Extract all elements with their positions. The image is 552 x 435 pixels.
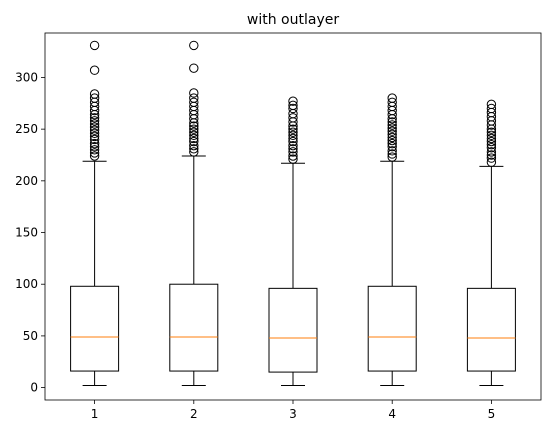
- outlier-point: [486, 99, 497, 110]
- outlier-point: [387, 152, 397, 162]
- outlier-point: [89, 148, 100, 158]
- outlier-point: [189, 144, 199, 154]
- outlier-point: [288, 144, 298, 154]
- outlier-point: [288, 96, 298, 106]
- outlier-point: [387, 97, 397, 107]
- outlier-point: [288, 130, 298, 141]
- outlier-point: [89, 89, 100, 99]
- outlier-point: [486, 139, 497, 150]
- outlier-point: [288, 124, 298, 134]
- outlier-point: [189, 88, 199, 98]
- outlier-point: [288, 100, 298, 111]
- y-tick-label: 200: [15, 174, 38, 188]
- outlier-point: [387, 135, 397, 146]
- chart-title: with outlayer: [247, 12, 339, 28]
- outlier-point: [387, 129, 397, 140]
- outlier-point: [486, 133, 497, 144]
- outlier-point: [387, 123, 397, 133]
- box: [169, 283, 219, 372]
- outlier-point: [486, 147, 497, 157]
- outlier-point: [189, 136, 199, 147]
- outlier-point: [486, 150, 497, 160]
- y-tick-label: 100: [15, 277, 38, 291]
- outlier-point: [486, 157, 497, 167]
- outlier-point: [89, 145, 100, 155]
- outlier-point: [89, 134, 100, 145]
- x-tick-label: 2: [190, 407, 198, 421]
- outlier-point: [486, 143, 497, 153]
- outlier-point: [189, 97, 199, 107]
- y-tick-label: 250: [15, 122, 38, 136]
- outlier-point: [288, 133, 298, 144]
- outlier-point: [189, 140, 199, 151]
- outlier-point: [387, 120, 397, 130]
- outlier-point: [89, 113, 100, 123]
- y-tick-label: 0: [30, 381, 38, 395]
- box: [367, 285, 417, 372]
- outlier-point: [189, 130, 199, 141]
- x-tick-label: 4: [388, 407, 396, 421]
- outlier-point: [89, 93, 100, 103]
- outlier-point: [189, 40, 199, 51]
- x-tick-label: 1: [91, 407, 99, 421]
- outlier-point: [288, 103, 298, 114]
- outlier-point: [288, 113, 298, 123]
- outlier-point: [89, 142, 100, 152]
- outlier-point: [189, 127, 199, 137]
- outlier-point: [288, 127, 298, 137]
- outlier-point: [486, 136, 497, 147]
- outlier-point: [89, 128, 100, 138]
- outlier-point: [387, 93, 397, 103]
- outlier-point: [89, 122, 100, 132]
- outlier-point: [89, 40, 100, 51]
- outlier-point: [486, 103, 497, 114]
- outlier-point: [387, 149, 397, 159]
- outlier-point: [288, 136, 298, 147]
- outlier-point: [89, 138, 100, 149]
- outlier-point: [387, 146, 397, 156]
- outlier-point: [89, 125, 100, 135]
- outlier-point: [486, 127, 497, 137]
- outlier-point: [89, 119, 100, 129]
- outlier-point: [387, 117, 397, 127]
- outlier-point: [387, 126, 397, 136]
- outlier-point: [486, 153, 497, 163]
- outlier-point: [189, 63, 199, 73]
- box: [70, 285, 120, 372]
- y-tick-label: 150: [15, 226, 38, 240]
- outlier-point: [288, 151, 298, 161]
- outlier-point: [288, 154, 298, 164]
- box: [466, 287, 516, 372]
- outlier-point: [387, 142, 397, 152]
- outlier-point: [189, 93, 199, 103]
- outlier-point: [189, 121, 199, 131]
- outlier-point: [189, 124, 199, 134]
- outlier-point: [288, 147, 298, 157]
- axes-frame: [44, 32, 542, 401]
- outlier-point: [387, 138, 397, 149]
- y-tick-label: 50: [23, 329, 38, 343]
- outlier-point: [89, 65, 100, 75]
- x-tick-label: 3: [289, 407, 297, 421]
- outlier-point: [89, 116, 100, 126]
- box: [268, 287, 318, 373]
- outlier-point: [89, 151, 100, 161]
- outlier-point: [387, 132, 397, 143]
- outlier-point: [486, 130, 497, 141]
- outlier-point: [89, 131, 100, 142]
- y-tick-label: 300: [15, 70, 38, 84]
- x-tick-label: 5: [488, 407, 496, 421]
- outlier-point: [189, 133, 199, 144]
- plot-area: 0 50 100 150 200 250 300 1 2 3 4 5: [15, 32, 542, 421]
- outlier-point: [288, 140, 298, 151]
- outlier-point: [189, 147, 199, 157]
